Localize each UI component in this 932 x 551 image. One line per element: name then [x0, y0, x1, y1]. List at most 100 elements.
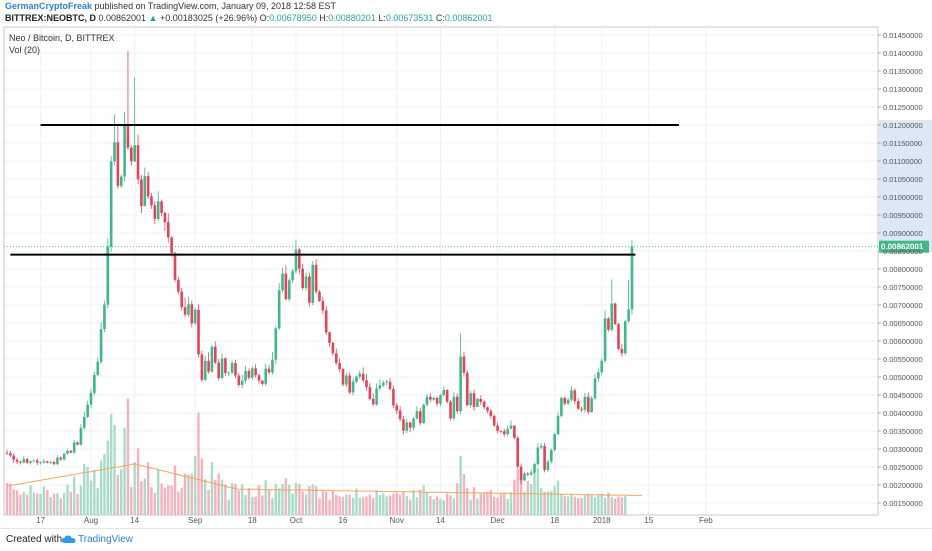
y-tick-label: 0.00300000 — [883, 445, 923, 454]
candle-body — [143, 176, 147, 206]
volume-bar — [197, 412, 200, 515]
volume-bar — [449, 495, 452, 515]
candle-body — [590, 398, 593, 412]
candle-body — [439, 395, 442, 404]
candle-body — [529, 472, 533, 475]
candle-body — [109, 161, 113, 247]
volume-bar — [96, 488, 99, 515]
candle-body — [395, 405, 399, 411]
candle-body — [277, 290, 281, 329]
candle-body — [237, 375, 241, 385]
candle-body — [445, 389, 449, 402]
candle-body — [425, 396, 429, 405]
volume-bar — [177, 491, 180, 515]
volume-bar — [93, 469, 96, 515]
volume-bar — [76, 494, 79, 515]
volume-bar — [513, 479, 516, 515]
candle-body — [382, 382, 385, 386]
volume-bar — [66, 484, 69, 515]
candle-body — [324, 310, 328, 333]
candle-body — [476, 398, 479, 407]
tradingview-brand[interactable]: TradingView — [78, 534, 134, 545]
y-tick-label: 0.00850000 — [883, 247, 923, 256]
volume-bar — [573, 496, 577, 515]
candle-body — [351, 381, 355, 393]
last-price: 0.00862001 — [98, 13, 147, 23]
y-tick-label: 0.01300000 — [883, 85, 923, 94]
candle-body — [294, 249, 298, 272]
volume-bar — [466, 488, 469, 515]
candle-body — [469, 393, 472, 406]
candle-body — [72, 442, 76, 453]
volume-ma-line — [6, 463, 642, 496]
price-axis[interactable]: 0.01450000 0.01400000 0.01350000 0.01300000… — [878, 31, 923, 508]
volume-bar — [160, 483, 163, 515]
volume-bar — [325, 491, 328, 515]
candle-body — [365, 380, 368, 388]
volume-bar — [516, 469, 519, 515]
volume-bar — [190, 473, 193, 515]
volume-bar — [69, 491, 73, 515]
candle-body — [12, 455, 16, 460]
candle-body — [39, 462, 42, 464]
volume-bar — [429, 495, 432, 515]
candle-body — [341, 369, 345, 385]
volume-bar — [603, 497, 607, 515]
candle-body — [113, 142, 116, 162]
y-tick-label: 0.01350000 — [883, 67, 923, 76]
volume-bar — [298, 483, 301, 515]
candle-body — [546, 461, 550, 470]
volume-bar — [99, 460, 103, 515]
price-chart[interactable]: 0.00862001 0.01450000 0.01400000 0.0135000… — [0, 0, 932, 528]
volume-bar — [372, 497, 375, 515]
volume-bar — [472, 487, 476, 515]
author-link[interactable]: GermanCryptoFreak — [5, 1, 93, 11]
volume-bar — [560, 493, 563, 515]
candle-body — [466, 372, 469, 406]
volume-bars — [5, 398, 627, 515]
volume-bar — [234, 483, 237, 515]
volume-bar — [597, 495, 600, 515]
volume-bar — [338, 496, 341, 515]
candle-body — [183, 307, 187, 315]
candle-body — [452, 396, 456, 419]
volume-bar — [348, 494, 351, 515]
x-tick-label: 16 — [339, 516, 348, 525]
candle-body — [429, 396, 432, 400]
volume-bar — [207, 490, 210, 515]
volume-bar — [277, 488, 281, 515]
volume-bar — [375, 490, 378, 515]
volume-bar — [607, 492, 610, 515]
volume-bar — [62, 492, 66, 515]
volume-bar — [506, 498, 509, 515]
candle-body — [539, 446, 543, 448]
volume-bar — [493, 496, 496, 515]
candle-body — [173, 253, 177, 280]
time-axis[interactable]: 17 Aug 14 Sep 18 Oct 16 Nov 14 Dec 18 2018 15 Feb — [36, 516, 713, 525]
candle-body — [334, 353, 338, 363]
volume-bar — [56, 493, 59, 515]
volume-bar — [237, 490, 241, 515]
volume-bar — [123, 427, 126, 515]
candle-body — [59, 457, 63, 460]
candle-body — [217, 362, 220, 379]
candle-body — [250, 368, 254, 378]
candle-body — [227, 372, 231, 374]
candle-body — [193, 309, 197, 324]
volume-bar — [452, 498, 456, 515]
candle-body — [119, 176, 123, 186]
legend-main: Neo / Bitcoin, D, BITTREX — [9, 33, 115, 43]
candle-body — [264, 368, 268, 384]
candle-body — [116, 142, 120, 186]
volume-bar — [52, 494, 56, 515]
volume-bar — [264, 480, 267, 515]
candle-body — [361, 373, 365, 381]
y-tick-label: 0.00750000 — [883, 283, 923, 292]
candle-body — [146, 176, 150, 197]
candle-body — [25, 459, 29, 463]
candle-body — [576, 401, 580, 409]
x-tick-label: 17 — [36, 516, 45, 525]
candle-body — [422, 404, 425, 424]
x-tick-label: 15 — [644, 516, 653, 525]
candle-body — [607, 318, 610, 330]
